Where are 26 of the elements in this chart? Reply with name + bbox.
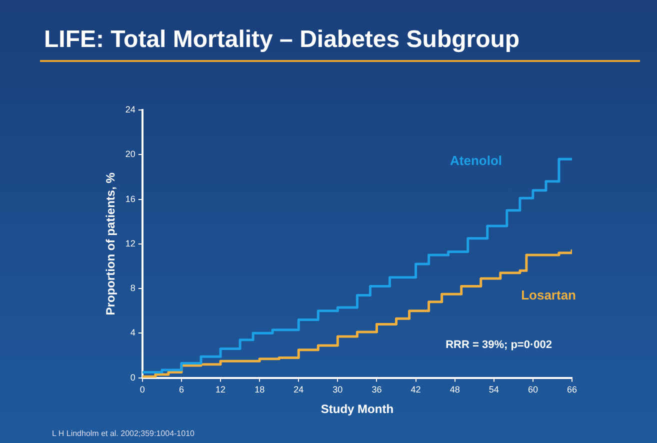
x-tick-label: 48 — [450, 384, 460, 395]
x-tick-label: 36 — [372, 384, 382, 395]
y-tick-label: 8 — [130, 283, 136, 294]
x-tick-label: 54 — [488, 384, 499, 395]
y-tick-label: 4 — [130, 328, 136, 338]
x-tick-label: 24 — [294, 384, 304, 395]
x-tick-label: 12 — [216, 384, 226, 395]
y-axis-title: Proportion of patients, % — [104, 172, 118, 316]
annotation: RRR = 39%; p=0·002 — [446, 338, 552, 351]
series-label: Losartan — [521, 287, 576, 302]
x-tick-label: 42 — [410, 384, 421, 395]
text: L H Lindholm et al. 2002;359:1004-1010 — [52, 429, 194, 438]
x-axis-title: Study Month — [320, 402, 394, 416]
y-tick-label: 0 — [130, 372, 136, 382]
x-tick-label: 30 — [332, 384, 343, 395]
chart-title: LIFE: Total Mortality – Diabetes Subgroup — [44, 26, 520, 54]
y-tick-label: 12 — [125, 238, 136, 248]
text: Atenolol — [450, 153, 502, 168]
y-tick-label: 16 — [125, 194, 136, 204]
y-tick-label: 20 — [125, 149, 136, 160]
x-tick-label: 60 — [528, 384, 538, 395]
x-tick-label: 66 — [566, 384, 578, 395]
x-tick-label: 6 — [178, 384, 184, 395]
x-tick-label: 0 — [140, 384, 145, 395]
x-tick-label: 18 — [254, 384, 265, 395]
y-tick-label: 24 — [125, 104, 136, 114]
